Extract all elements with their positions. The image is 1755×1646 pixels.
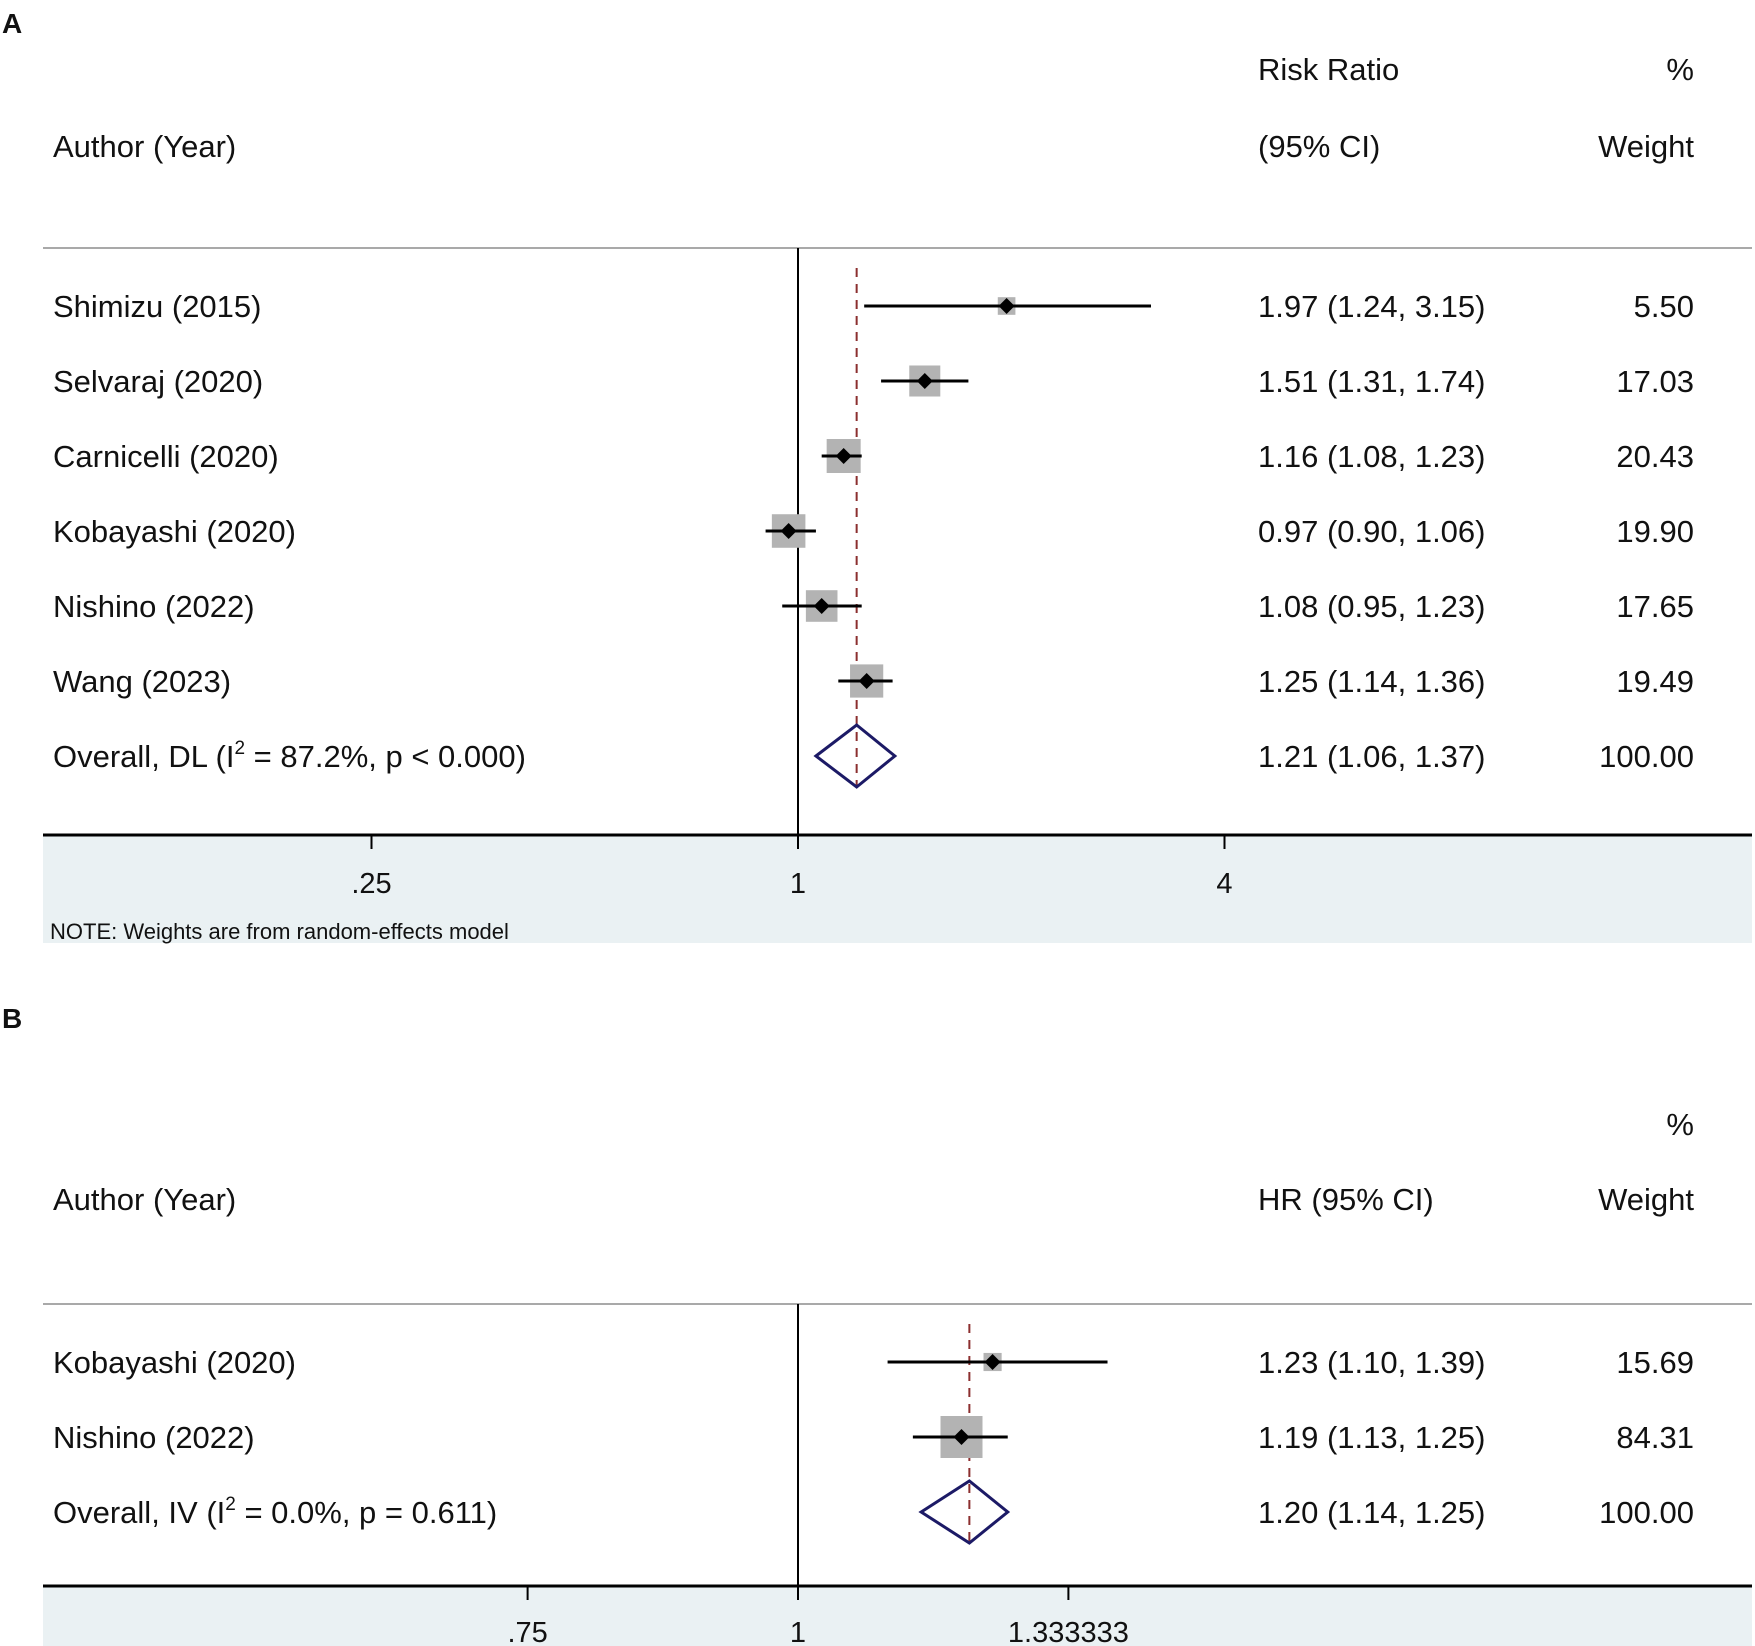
x-tick-label: 4 bbox=[1216, 868, 1232, 900]
x-tick-label: 1.333333 bbox=[1008, 1617, 1129, 1646]
point-estimate bbox=[813, 598, 830, 614]
overall-label: Overall, IV (I2 = 0.0%, p = 0.611) bbox=[53, 1494, 497, 1530]
x-tick-label: 1 bbox=[790, 868, 806, 900]
axis-band bbox=[43, 1586, 1752, 1646]
weight-text: 17.03 bbox=[1616, 364, 1694, 399]
effect-ci-text: 1.19 (1.13, 1.25) bbox=[1258, 1420, 1486, 1455]
study-row: Wang (2023) 1.25 (1.14, 1.36) 19.49 bbox=[53, 664, 1694, 699]
point-estimate bbox=[780, 523, 797, 539]
panel-letter: B bbox=[2, 1003, 22, 1034]
header-study: Author (Year) bbox=[53, 1182, 236, 1217]
study-label: Nishino (2022) bbox=[53, 589, 255, 624]
point-estimate bbox=[916, 373, 933, 389]
overall-diamond bbox=[918, 1479, 1011, 1545]
overall-weight-text: 100.00 bbox=[1599, 739, 1694, 774]
study-row: Carnicelli (2020) 1.16 (1.08, 1.23) 20.43 bbox=[53, 439, 1694, 474]
study-row: Shimizu (2015) 1.97 (1.24, 3.15) 5.50 bbox=[53, 289, 1694, 324]
overall-diamond bbox=[813, 723, 898, 789]
weight-text: 19.90 bbox=[1616, 514, 1694, 549]
effect-ci-text: 1.08 (0.95, 1.23) bbox=[1258, 589, 1486, 624]
forest-plot-panel-a: A Author (Year) Risk Ratio (95% CI)% Weight S… bbox=[2, 8, 1752, 944]
study-row: Kobayashi (2020) 0.97 (0.90, 1.06) 19.90 bbox=[53, 514, 1694, 549]
weight-text: 17.65 bbox=[1616, 589, 1694, 624]
weight-text: 84.31 bbox=[1616, 1420, 1694, 1455]
study-label: Wang (2023) bbox=[53, 664, 231, 699]
study-label: Kobayashi (2020) bbox=[53, 1345, 296, 1380]
effect-ci-text: 1.16 (1.08, 1.23) bbox=[1258, 439, 1486, 474]
weight-text: 19.49 bbox=[1616, 664, 1694, 699]
footnote: NOTE: Weights are from random-effects mo… bbox=[50, 919, 509, 944]
overall-row: Overall, IV (I2 = 0.0%, p = 0.611) 1.20 (… bbox=[53, 1479, 1694, 1545]
header-effect-line2: HR (95% CI) bbox=[1258, 1182, 1434, 1217]
study-label: Carnicelli (2020) bbox=[53, 439, 279, 474]
x-tick-label: .75 bbox=[507, 1617, 547, 1646]
x-tick-label: 1 bbox=[790, 1617, 806, 1646]
effect-ci-text: 1.51 (1.31, 1.74) bbox=[1258, 364, 1486, 399]
point-estimate bbox=[984, 1354, 1001, 1370]
study-row: Nishino (2022) 1.08 (0.95, 1.23) 17.65 bbox=[53, 589, 1694, 624]
panel-letter: A bbox=[2, 8, 22, 39]
study-label: Kobayashi (2020) bbox=[53, 514, 296, 549]
overall-ci-text: 1.21 (1.06, 1.37) bbox=[1258, 739, 1486, 774]
overall-label: Overall, DL (I2 = 87.2%, p < 0.000) bbox=[53, 738, 526, 774]
overall-ci-text: 1.20 (1.14, 1.25) bbox=[1258, 1495, 1486, 1530]
study-row: Kobayashi (2020) 1.23 (1.10, 1.39) 15.69 bbox=[53, 1345, 1694, 1380]
effect-ci-text: 0.97 (0.90, 1.06) bbox=[1258, 514, 1486, 549]
study-label: Nishino (2022) bbox=[53, 1420, 255, 1455]
overall-weight-text: 100.00 bbox=[1599, 1495, 1694, 1530]
header-weight-line1: % bbox=[1666, 1107, 1694, 1142]
effect-ci-text: 1.97 (1.24, 3.15) bbox=[1258, 289, 1486, 324]
header-effect-line2: (95% CI) bbox=[1258, 129, 1380, 164]
study-label: Selvaraj (2020) bbox=[53, 364, 263, 399]
overall-row: Overall, DL (I2 = 87.2%, p < 0.000) 1.21 … bbox=[53, 723, 1694, 789]
point-estimate bbox=[858, 673, 875, 689]
effect-ci-text: 1.23 (1.10, 1.39) bbox=[1258, 1345, 1486, 1380]
weight-text: 15.69 bbox=[1616, 1345, 1694, 1380]
axis-band bbox=[43, 835, 1752, 943]
header-weight-line1: % bbox=[1666, 52, 1694, 87]
header-weight-line2: Weight bbox=[1598, 1182, 1694, 1217]
study-row: Nishino (2022) 1.19 (1.13, 1.25) 84.31 bbox=[53, 1416, 1694, 1458]
study-row: Selvaraj (2020) 1.51 (1.31, 1.74) 17.03 bbox=[53, 364, 1694, 399]
header-effect-line1: Risk Ratio bbox=[1258, 52, 1399, 87]
forest-plot-panel-b: B Author (Year) HR (95% CI)% Weight Kobayash… bbox=[2, 1003, 1752, 1646]
study-label: Shimizu (2015) bbox=[53, 289, 261, 324]
header-study: Author (Year) bbox=[53, 129, 236, 164]
header-weight-line2: Weight bbox=[1598, 129, 1694, 164]
point-estimate bbox=[953, 1429, 970, 1445]
effect-ci-text: 1.25 (1.14, 1.36) bbox=[1258, 664, 1486, 699]
weight-text: 20.43 bbox=[1616, 439, 1694, 474]
x-tick-label: .25 bbox=[351, 868, 391, 900]
point-estimate bbox=[835, 448, 852, 464]
weight-text: 5.50 bbox=[1634, 289, 1694, 324]
point-estimate bbox=[998, 298, 1015, 314]
